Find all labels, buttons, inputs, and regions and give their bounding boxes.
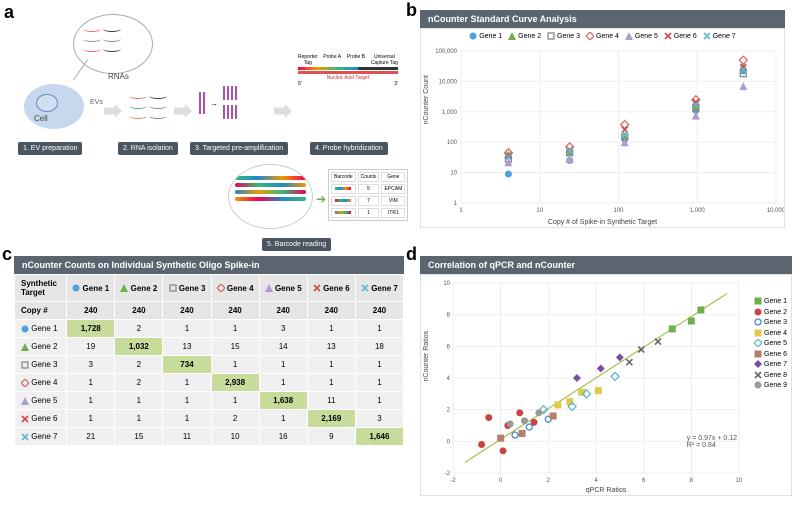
svg-text:1: 1 [459, 208, 463, 214]
step-3: 3. Targeted pre-amplification [190, 142, 288, 155]
svg-text:100: 100 [447, 140, 458, 146]
step-1: 1. EV preparation [18, 142, 82, 155]
svg-text:6: 6 [642, 478, 646, 484]
svg-text:2: 2 [547, 478, 551, 484]
arrow-3 [274, 104, 292, 118]
panel-label-d: d [406, 244, 417, 265]
svg-text:4: 4 [594, 478, 598, 484]
preamplification-icon: → [198, 86, 238, 121]
panel-d-plot: -2 0 2 4 6 8 10 -2 0 2 4 6 8 10 [421, 275, 791, 495]
cell-label: Cell [34, 114, 48, 123]
probe-a-label: Probe A [323, 54, 341, 66]
panel-d-legend: Gene 1 Gene 2 Gene 3 Gene 4 Gene 5 Gene … [754, 297, 787, 392]
svg-text:10: 10 [450, 171, 457, 177]
panel-c-title: nCounter Counts on Individual Synthetic … [14, 256, 404, 274]
probe-reporter-label: Reporter Tag [298, 54, 317, 66]
svg-text:10: 10 [443, 281, 450, 287]
svg-text:10: 10 [536, 208, 543, 214]
svg-text:4: 4 [447, 376, 451, 382]
svg-text:-2: -2 [445, 471, 451, 477]
panel-b-plot: 1 10 100 1,000 10,000 1 10 100 1,000 10,000 100,00… [421, 29, 784, 227]
svg-text:10,000: 10,000 [439, 79, 458, 85]
svg-text:-2: -2 [450, 478, 456, 484]
svg-text:100,000: 100,000 [435, 49, 457, 55]
panel-d-title: Correlation of qPCR and nCounter [420, 256, 792, 274]
arrow-to-table: ➔ [316, 192, 326, 206]
panel-b-xlabel: Copy # of Spike-in Synthetic Target [548, 219, 657, 226]
panel-label-c: c [2, 244, 12, 265]
arrow-2 [174, 104, 192, 118]
panel-b-title: nCounter Standard Curve Analysis [420, 10, 785, 28]
rna-label: RNAs [108, 72, 129, 81]
svg-text:0: 0 [447, 439, 451, 445]
probe-diagram: Reporter Tag Probe A Probe B Universal C… [298, 54, 398, 104]
svg-text:2: 2 [447, 408, 451, 414]
cell-nucleus [36, 94, 58, 112]
svg-text:8: 8 [690, 478, 694, 484]
evs-label: EVs [90, 99, 103, 106]
arrow-1 [104, 104, 122, 118]
svg-text:100: 100 [613, 208, 624, 214]
svg-text:8: 8 [447, 313, 451, 319]
svg-text:1,000: 1,000 [690, 208, 706, 214]
probe-capture-label: Universal Capture Tag [371, 54, 398, 66]
step-5: 5. Barcode reading [262, 238, 331, 251]
counts-table: nCounter Counts on Individual Synthetic … [14, 256, 404, 508]
correlation-chart: Correlation of qPCR and nCounter -2 0 2 4 6 8… [420, 256, 792, 508]
svg-text:10,000: 10,000 [767, 208, 784, 214]
probe-b-label: Probe B [347, 54, 365, 66]
svg-text:1,000: 1,000 [442, 110, 458, 116]
panel-label-a: a [4, 2, 14, 23]
fit-annotation: y = 0.97x + 0.12 R² = 0.84 [687, 435, 737, 449]
rna-isolated [128, 92, 168, 122]
svg-text:1: 1 [454, 201, 458, 207]
svg-text:10: 10 [736, 478, 743, 484]
panel-b-ylabel: nCounter Count [423, 75, 430, 124]
barcode-circle [228, 164, 313, 229]
svg-text:6: 6 [447, 344, 451, 350]
workflow-diagram: Cell RNAs EVs → Reporter Tag Probe A [18, 14, 398, 244]
panel-d-xlabel: qPCR Ratios [586, 487, 626, 494]
svg-text:0: 0 [499, 478, 503, 484]
standard-curve-chart: nCounter Standard Curve Analysis Gene 1 … [420, 10, 785, 240]
panel-label-b: b [406, 0, 417, 21]
panel-d-ylabel: nCounter Ratios [423, 331, 430, 382]
step-4: 4. Probe hybridization [310, 142, 388, 155]
barcode-mini-table: BarcodeCountsGene 5EPCAM 7VIM 1ITR1 [328, 169, 408, 221]
step-2: 2. RNA isolation [118, 142, 178, 155]
